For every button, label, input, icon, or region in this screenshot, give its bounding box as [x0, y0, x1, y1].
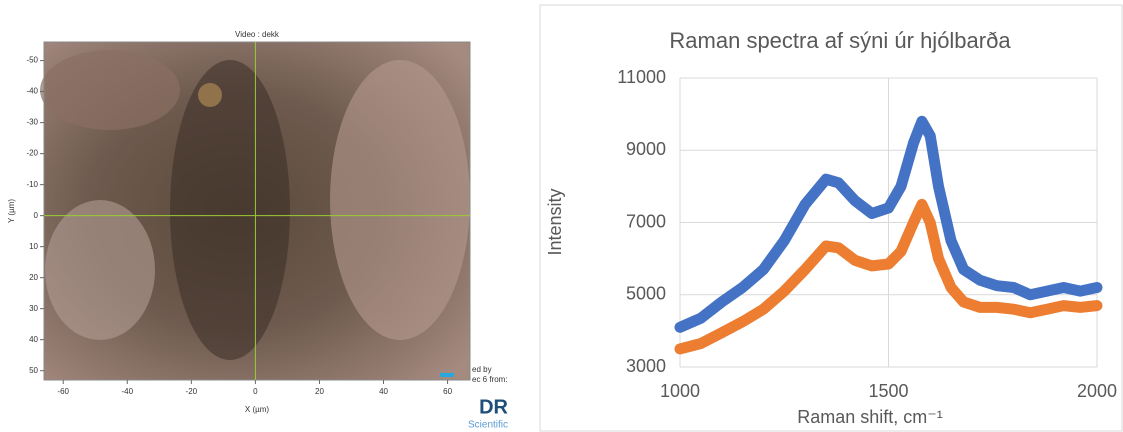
y-tick-label: 40: [29, 335, 38, 344]
annotation: DR: [479, 396, 508, 418]
scale-bar: [440, 373, 454, 377]
x-tick-label: 0: [253, 387, 258, 396]
y-tick-label: 30: [29, 304, 38, 313]
x-axis-label: Raman shift, cm⁻¹: [797, 407, 943, 427]
y-tick-label: 11000: [617, 67, 666, 87]
y-tick-label: -20: [26, 149, 38, 158]
x-tick-label: -60: [57, 387, 69, 396]
texture: [40, 50, 180, 130]
x-tick-label: 2000: [1077, 381, 1117, 401]
texture: [330, 60, 470, 340]
texture: [45, 200, 155, 340]
x-tick-label: 1500: [868, 381, 908, 401]
x-tick-label: -20: [186, 387, 198, 396]
annotation: ed by: [472, 365, 492, 374]
x-tick-label: 40: [379, 387, 388, 396]
y-tick-label: -30: [26, 118, 38, 127]
y-tick-label: 9000: [626, 139, 666, 159]
x-tick-label: 60: [443, 387, 452, 396]
y-axis-label: Intensity: [545, 188, 565, 255]
annotation: ec 6 from:: [472, 375, 508, 384]
y-tick-label: 10: [29, 242, 38, 251]
y-tick-label: 50: [29, 366, 38, 375]
page: Video : dekk X (µm) Y (µm) -60 -40 -20 0 20 40 60…: [0, 0, 1123, 432]
y-tick-label: -10: [26, 180, 38, 189]
x-axis-label: X (µm): [245, 405, 269, 414]
y-axis-label: Y (µm): [7, 199, 16, 223]
y-tick-label: -50: [26, 56, 38, 65]
y-tick-label: 7000: [626, 211, 666, 231]
y-tick-label: 3000: [626, 356, 666, 376]
y-tick-label: 20: [29, 273, 38, 282]
x-tick-label: -40: [121, 387, 133, 396]
annotation: Scientific: [468, 420, 508, 431]
x-tick-label: 1000: [660, 381, 700, 401]
chart-title: Raman spectra af sýni úr hjólbarða: [669, 28, 1011, 53]
x-tick-label: 20: [315, 387, 324, 396]
y-tick-label: 0: [34, 211, 39, 220]
texture: [198, 83, 222, 107]
chart-title: Video : dekk: [235, 30, 280, 39]
texture: [170, 60, 290, 360]
y-tick-label: -40: [26, 87, 38, 96]
y-tick-label: 5000: [626, 284, 666, 304]
